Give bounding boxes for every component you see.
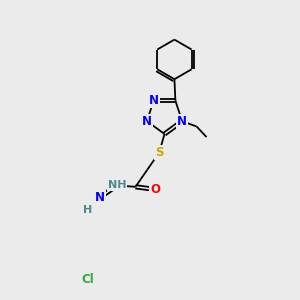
- Text: O: O: [150, 183, 160, 196]
- Text: NH: NH: [108, 181, 126, 190]
- Text: N: N: [142, 115, 152, 128]
- Text: Cl: Cl: [82, 273, 94, 286]
- Text: N: N: [95, 191, 105, 204]
- Text: H: H: [83, 205, 92, 215]
- Text: S: S: [155, 146, 164, 159]
- Text: N: N: [149, 94, 159, 107]
- Text: N: N: [177, 115, 187, 128]
